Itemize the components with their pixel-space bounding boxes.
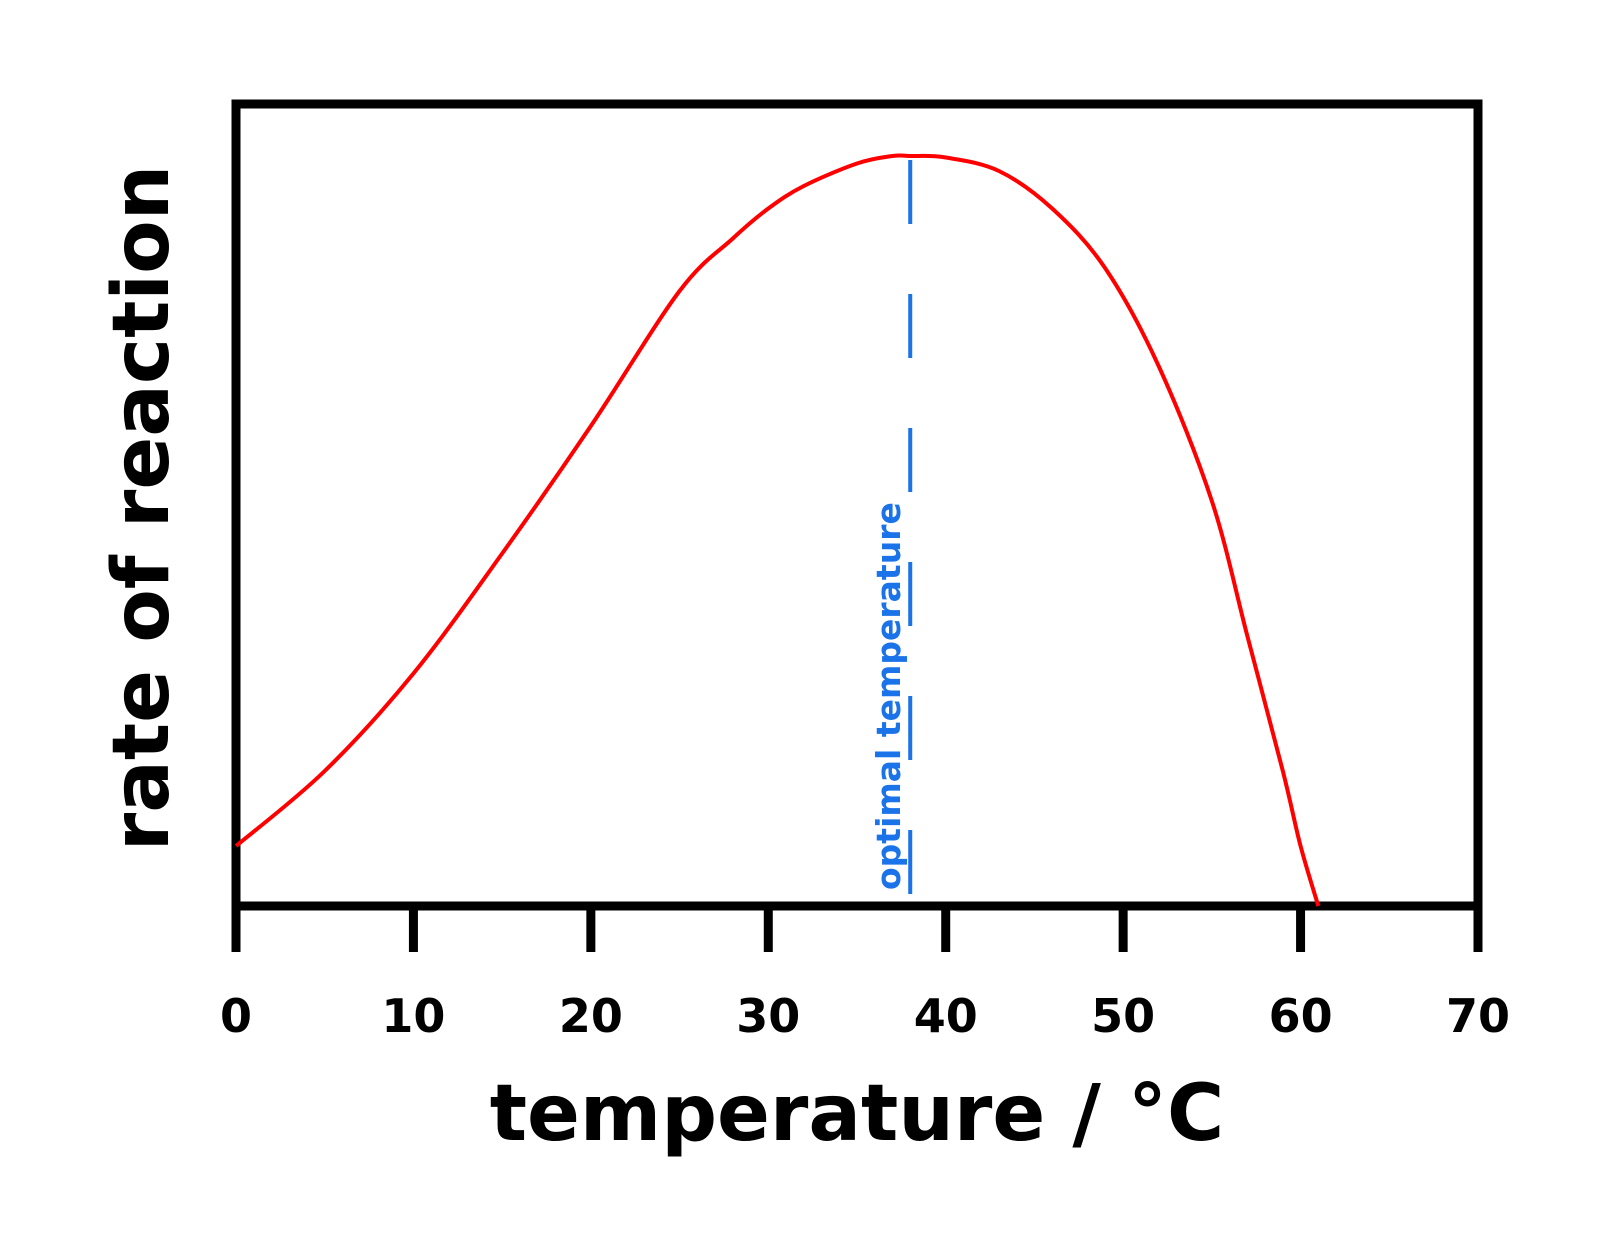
x-tick-label: 20 (559, 989, 623, 1043)
x-axis-tick-labels: 0 10 20 30 40 50 60 70 (220, 989, 1510, 1043)
x-tick-label: 70 (1446, 989, 1510, 1043)
x-tick-label: 50 (1091, 989, 1155, 1043)
x-tick-label: 60 (1269, 989, 1333, 1043)
x-tick-label: 10 (381, 989, 445, 1043)
y-axis-title: rate of reaction (97, 165, 187, 852)
x-tick-label: 30 (736, 989, 800, 1043)
x-axis-title: temperature / °C (490, 1069, 1225, 1159)
x-tick-label: 40 (914, 989, 978, 1043)
plot-frame (231, 99, 1483, 911)
optimal-temperature-label: optimal temperature (869, 502, 908, 890)
x-tick-label: 0 (220, 989, 252, 1043)
rate-curve (234, 153, 1321, 907)
x-axis-ticks (231, 906, 1483, 952)
